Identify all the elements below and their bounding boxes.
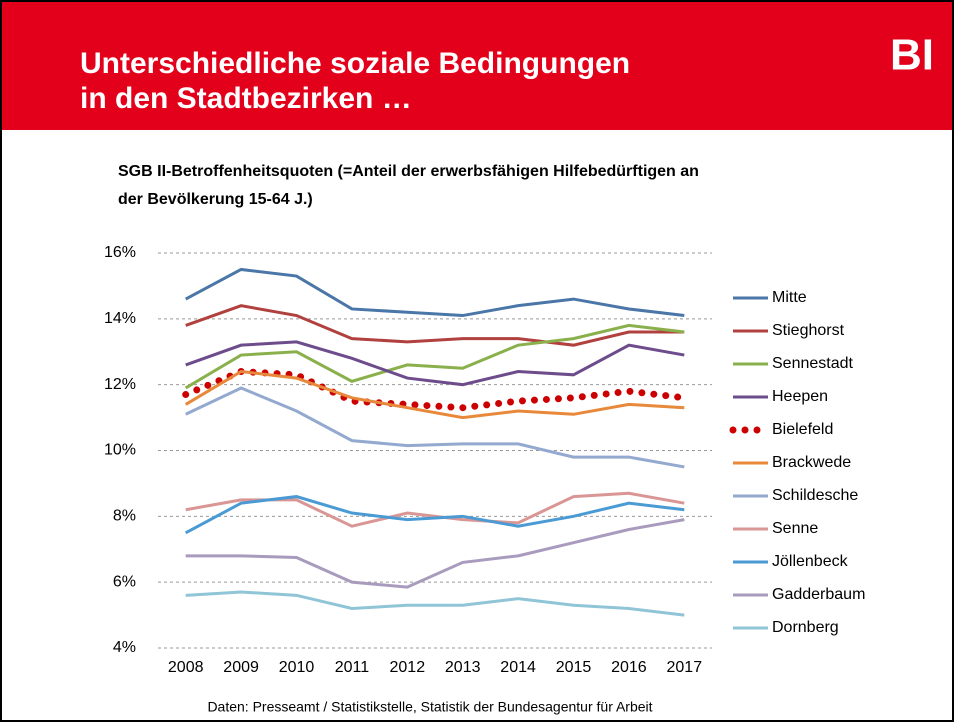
series-line [184,369,685,420]
legend-label: Senne [772,520,818,537]
legend-label: Dornberg [772,619,839,636]
x-tick-label: 2013 [445,659,481,676]
legend-label: Gadderbaum [772,586,865,603]
x-tick-label: 2015 [556,659,592,676]
legend-label: Mitte [772,289,807,306]
legend-label: Bielefeld [772,421,833,438]
y-tick-label: 12% [104,376,136,393]
x-tick-label: 2008 [168,659,204,676]
y-tick-label: 4% [113,639,136,656]
legend-label: Schildesche [772,487,858,504]
chart-title: SGB II-Betroffenheitsquoten (=Anteil der… [118,163,699,180]
header-band [2,2,952,130]
y-tick-label: 6% [113,573,136,590]
header-title: Unterschiedliche soziale Bedingungen [80,47,630,80]
legend-label: Heepen [772,388,828,405]
series-line [185,304,685,347]
series-line [184,495,685,535]
y-tick-label: 16% [104,244,136,261]
source-note: Daten: Presseamt / Statistikstelle, Stat… [207,699,652,715]
series-line [184,323,685,390]
x-tick-label: 2011 [335,659,370,676]
header-title: in den Stadtbezirken … [80,82,412,115]
series-line [185,386,685,469]
legend-label: Sennestadt [772,355,854,372]
x-tick-label: 2016 [611,659,647,676]
legend-label: Brackwede [772,454,851,471]
x-tick-label: 2017 [667,659,703,676]
y-tick-label: 14% [104,310,136,327]
series-line [185,340,685,387]
series-line [185,590,685,617]
x-tick-label: 2014 [500,659,536,676]
chart-title: der Bevölkerung 15-64 J.) [118,191,313,208]
series-line [185,518,685,589]
legend-label: Jöllenbeck [772,553,849,570]
x-tick-label: 2012 [390,659,426,676]
series-line [184,267,685,318]
logo: BI [890,31,934,80]
legend-label: Stieghorst [772,322,845,339]
y-tick-label: 10% [104,442,136,459]
x-tick-label: 2009 [223,659,259,676]
x-tick-label: 2010 [279,659,315,676]
y-tick-label: 8% [113,508,136,525]
